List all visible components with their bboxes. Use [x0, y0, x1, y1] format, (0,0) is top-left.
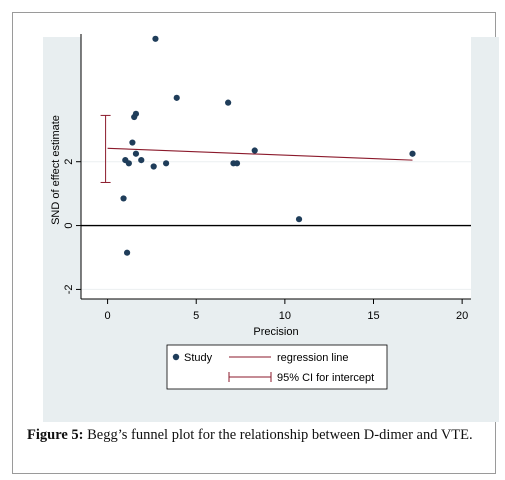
x-tick-label: 15 — [367, 310, 379, 322]
study-point — [162, 160, 170, 167]
y-tick-label: 2 — [63, 159, 75, 165]
y-tick-label: -2 — [63, 285, 75, 295]
study-point — [129, 139, 136, 146]
x-tick-label: 20 — [456, 310, 468, 322]
study-point — [138, 157, 145, 164]
legend-study-label: Study — [184, 352, 213, 364]
study-point — [233, 160, 241, 167]
legend-ci-label: 95% CI for intercept — [277, 372, 374, 384]
plot-area-background — [81, 34, 471, 299]
study-point — [409, 150, 416, 157]
study-point — [225, 99, 232, 106]
study-point — [295, 216, 303, 223]
study-point — [123, 249, 131, 256]
y-tick-label: 0 — [63, 223, 75, 229]
study-point — [150, 163, 157, 170]
legend-regression-label: regression line — [277, 352, 349, 364]
legend: Study regression line 95% CI for interce… — [166, 344, 388, 390]
y-ticks: -2 0 2 — [63, 159, 81, 295]
study-point — [173, 94, 180, 101]
ci-layer — [100, 114, 111, 183]
regression-layer — [107, 147, 413, 161]
caption-label: Figure 5: — [27, 427, 84, 443]
study-point — [152, 35, 159, 42]
points-layer — [120, 35, 416, 256]
study-point — [251, 147, 258, 154]
regression-line — [107, 147, 413, 161]
y-axis-label: SND of effect estimate — [50, 115, 62, 225]
x-tick-label: 0 — [105, 310, 111, 322]
study-point — [131, 113, 138, 121]
axes-layer — [80, 34, 471, 300]
x-tick-label: 5 — [193, 310, 199, 322]
legend-box — [166, 344, 388, 390]
study-point — [125, 160, 132, 167]
legend-study-marker — [172, 353, 180, 361]
caption-text: Begg’s funnel plot for the relationship … — [83, 427, 473, 443]
study-point — [120, 195, 127, 202]
study-point — [132, 150, 140, 157]
x-axis-label: Precision — [253, 326, 298, 338]
x-tick-label: 10 — [279, 310, 291, 322]
figure-caption: Figure 5: Begg’s funnel plot for the rel… — [27, 426, 487, 445]
x-ticks: 0 5 10 15 20 — [105, 299, 468, 322]
